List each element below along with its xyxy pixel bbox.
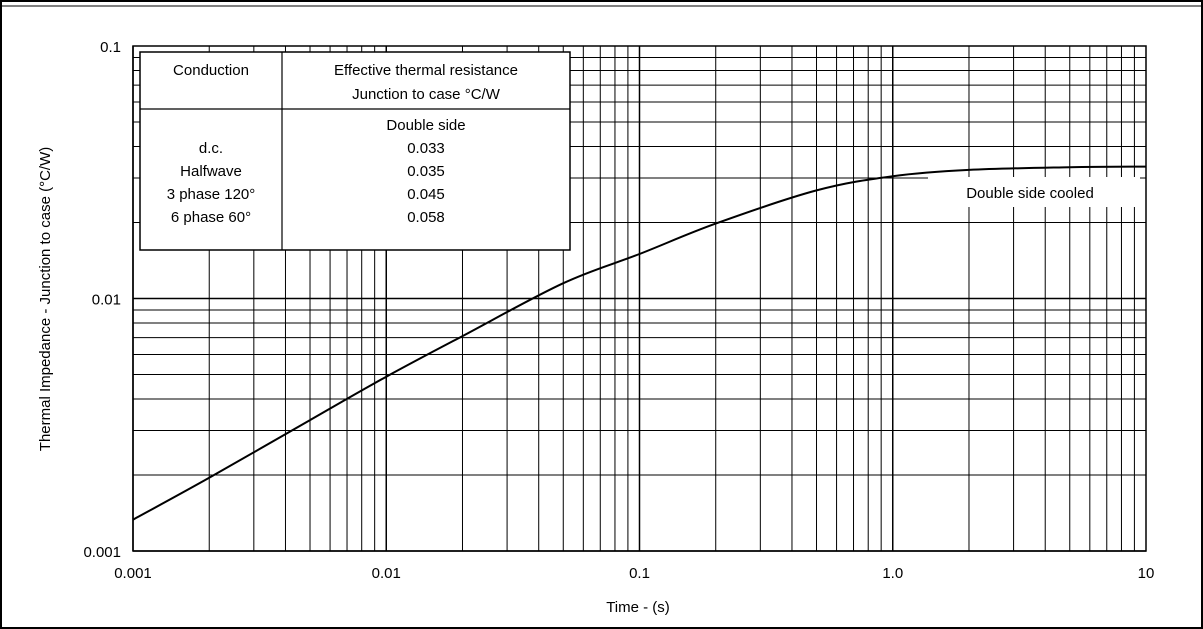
annotation-bg (928, 177, 1140, 207)
table-value-dc: 0.033 (407, 140, 445, 157)
table-subheader: Double side (386, 117, 465, 134)
x-tick-label: 0.001 (114, 565, 152, 582)
table-conduction-6phase: 6 phase 60° (171, 209, 251, 226)
table-conduction-dc: d.c. (199, 140, 223, 157)
table-frame (139, 51, 571, 251)
table-conduction-halfwave: Halfwave (180, 163, 242, 180)
tick-labels: 0.001 0.01 0.1 1.0 10 0.001 0.01 0.1 (83, 39, 1154, 582)
x-axis-label: Time - (s) (606, 599, 670, 616)
thermal-resistance-table: Conduction Effective thermal resistance … (139, 51, 571, 251)
grid (132, 45, 1147, 552)
x-tick-label: 0.01 (372, 565, 401, 582)
x-tick-label: 0.1 (629, 565, 650, 582)
x-tick-label: 1.0 (882, 565, 903, 582)
table-header-resistance-line2: Junction to case °C/W (352, 86, 501, 103)
y-tick-label: 0.01 (92, 292, 121, 309)
table-value-3phase: 0.045 (407, 186, 445, 203)
table-header-conduction: Conduction (173, 62, 249, 79)
series-annotation: Double side cooled (966, 185, 1094, 202)
table-conduction-3phase: 3 phase 120° (167, 186, 256, 203)
table-value-halfwave: 0.035 (407, 163, 445, 180)
table-header-resistance-line1: Effective thermal resistance (334, 62, 518, 79)
y-tick-label: 0.001 (83, 544, 121, 561)
y-tick-label: 0.1 (100, 39, 121, 56)
series-layer (132, 165, 1147, 521)
x-tick-label: 10 (1138, 565, 1155, 582)
table-value-6phase: 0.058 (407, 209, 445, 226)
y-axis-label: Thermal Impedance - Junction to case (°C… (37, 147, 54, 451)
series-line-double-side-cooled (132, 165, 1147, 521)
